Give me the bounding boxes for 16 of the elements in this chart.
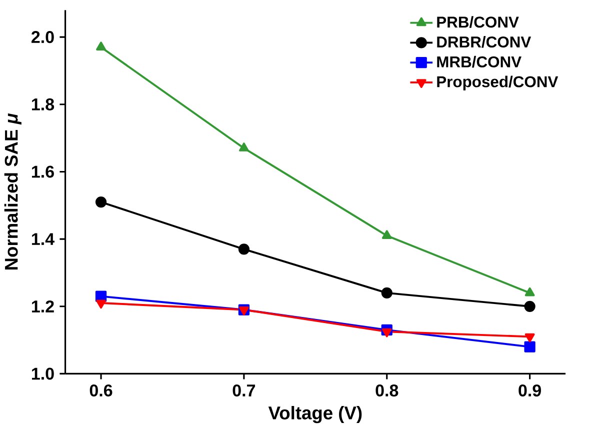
x-tick-label: 0.6 [90,384,112,397]
y-tick-label: 1.6 [32,166,54,178]
y-tick-label: 2.0 [32,31,54,44]
x-tick-label: 0.7 [232,384,256,397]
y-tick-label: 1.0 [32,368,54,380]
legend-label: PRB/CONV [437,16,519,28]
x-tick-label: 0.9 [518,384,541,397]
x-tick-label: 0.8 [376,384,398,397]
legend-label: MRB/CONV [437,56,522,68]
y-tick-label: 1.8 [32,98,54,111]
y-tick-label: 1.4 [32,233,54,246]
legend-label: Proposed/CONV [437,76,558,91]
legend-label: DRBR/CONV [437,36,532,48]
y-tick-label: 1.2 [32,300,54,313]
x-axis-title: Voltage (V) [268,406,362,424]
y-axis-title: Normalized SAE μ [4,114,22,270]
